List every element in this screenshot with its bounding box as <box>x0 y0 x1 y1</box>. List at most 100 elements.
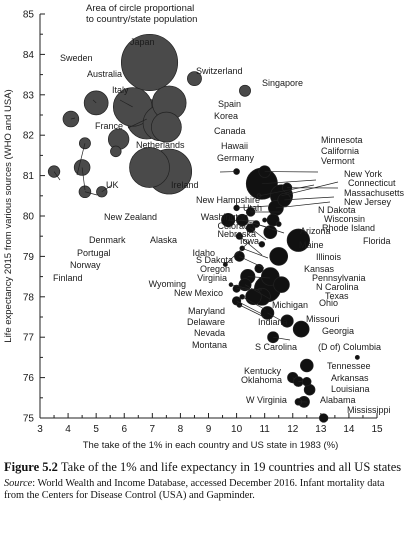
leader-line <box>76 143 86 176</box>
point-label: Louisiana <box>331 384 370 394</box>
caption-title-text: Take of the 1% and life expectancy in 19… <box>60 460 402 474</box>
leader-line <box>275 201 331 209</box>
leader-line <box>247 276 271 279</box>
point-label: Delaware <box>187 317 225 327</box>
bubble-maine <box>258 241 266 248</box>
bubble--d-of-columbia <box>354 354 360 360</box>
x-tick-label: 6 <box>121 424 127 435</box>
leader-line <box>298 380 304 382</box>
point-label: Denmark <box>89 235 126 245</box>
bubble-florida <box>286 228 310 252</box>
point-label: Portugal <box>77 248 111 258</box>
point-label: Oregon <box>200 264 230 274</box>
leader-line <box>53 171 61 181</box>
point-label: Finland <box>53 273 83 283</box>
x-tick-label: 5 <box>93 424 99 435</box>
point-label: Netherlands <box>136 140 185 150</box>
point-label: Texas <box>325 291 349 301</box>
point-label: California <box>321 146 359 156</box>
point-label: Montana <box>192 340 227 350</box>
point-label: Ireland <box>171 180 199 190</box>
point-label: Maryland <box>188 306 225 316</box>
point-label: Alabama <box>320 395 356 405</box>
point-label: Nevada <box>194 328 225 338</box>
bubble-tennessee <box>300 358 314 373</box>
leader-line <box>261 179 317 185</box>
point-label: Minnesota <box>321 135 363 145</box>
bubble-switzerland <box>187 71 202 87</box>
point-label: Norway <box>70 260 101 270</box>
point-label: Wyoming <box>149 279 186 289</box>
leader-line <box>292 377 296 380</box>
y-tick-label: 83 <box>23 90 35 101</box>
x-tick-label: 7 <box>150 424 156 435</box>
leader-line <box>258 184 315 197</box>
bubble-japan <box>121 33 179 92</box>
caption-source: Source: World Wealth and Income Database… <box>4 478 406 502</box>
point-label: Rhode Island <box>322 223 375 233</box>
point-label: Nebraska <box>217 229 256 239</box>
leader-line <box>230 284 251 290</box>
caption-title: Figure 5.2 Take of the 1% and life expec… <box>4 460 406 475</box>
point-label: Sweden <box>60 53 93 63</box>
point-label: Kentucky <box>244 366 282 376</box>
point-label: New Zealand <box>104 212 157 222</box>
point-label: Australia <box>87 69 122 79</box>
point-label: Florida <box>363 236 391 246</box>
bubble-arkansas <box>302 376 312 387</box>
point-label: Singapore <box>262 78 303 88</box>
y-tick-label: 77 <box>23 333 35 344</box>
leader-line <box>236 205 269 209</box>
figure-caption: Figure 5.2 Take of the 1% and life expec… <box>4 460 406 502</box>
leader-line <box>244 284 271 300</box>
point-label: Utah <box>243 203 262 213</box>
leader-line <box>267 312 283 322</box>
leader-line <box>92 99 97 104</box>
point-label: Canada <box>214 126 246 136</box>
bubble-singapore <box>239 84 251 97</box>
point-label: S Dakota <box>196 255 233 265</box>
x-tick-label: 14 <box>343 424 355 435</box>
point-label: Virginia <box>197 273 227 283</box>
leader-line <box>281 181 339 197</box>
point-label: Wisconsin <box>324 214 365 224</box>
point-label: Kansas <box>304 264 335 274</box>
chart: 3 4 5 6 7 8 9 10 11 12 13 14 15757677787980818283848… <box>3 3 405 451</box>
bubble-rhode-island <box>275 221 282 227</box>
x-tick-label: 3 <box>37 424 43 435</box>
bubble-portugal <box>73 159 91 176</box>
point-label: New Mexico <box>174 288 223 298</box>
point-label: W Virginia <box>246 395 287 405</box>
point-label: Colorado <box>217 221 254 231</box>
point-label: Massachusetts <box>344 188 405 198</box>
point-label: Mississippi <box>347 405 391 415</box>
leader-line <box>250 227 267 241</box>
leader-line <box>242 296 267 311</box>
point-label: S Carolina <box>255 342 297 352</box>
point-label: Georgia <box>322 326 354 336</box>
point-label: Arizona <box>300 226 331 236</box>
bubble-georgia <box>292 320 310 338</box>
caption-source-text: : World Wealth and Income Database, acce… <box>4 478 385 501</box>
point-label: Switzerland <box>196 66 243 76</box>
leader-line <box>239 256 265 269</box>
caption-figure-number: Figure 5.2 <box>4 460 58 474</box>
leader-line <box>284 196 335 201</box>
point-label: Ohio <box>319 298 338 308</box>
bubble-michigan <box>245 288 262 306</box>
leader-line <box>81 167 86 191</box>
x-tick-label: 13 <box>315 424 327 435</box>
leader-line <box>228 219 256 222</box>
point-label: Washington <box>201 212 248 222</box>
point-label: Korea <box>214 111 238 121</box>
point-label: France <box>95 121 123 131</box>
leader-line <box>236 288 263 291</box>
leader-line <box>127 118 147 129</box>
y-tick-label: 80 <box>23 212 35 223</box>
point-label: New Jersey <box>344 197 392 207</box>
leader-line <box>236 300 263 315</box>
point-label: Illinois <box>316 252 342 262</box>
leader-line <box>101 184 113 193</box>
bubble-mississippi <box>318 413 329 423</box>
